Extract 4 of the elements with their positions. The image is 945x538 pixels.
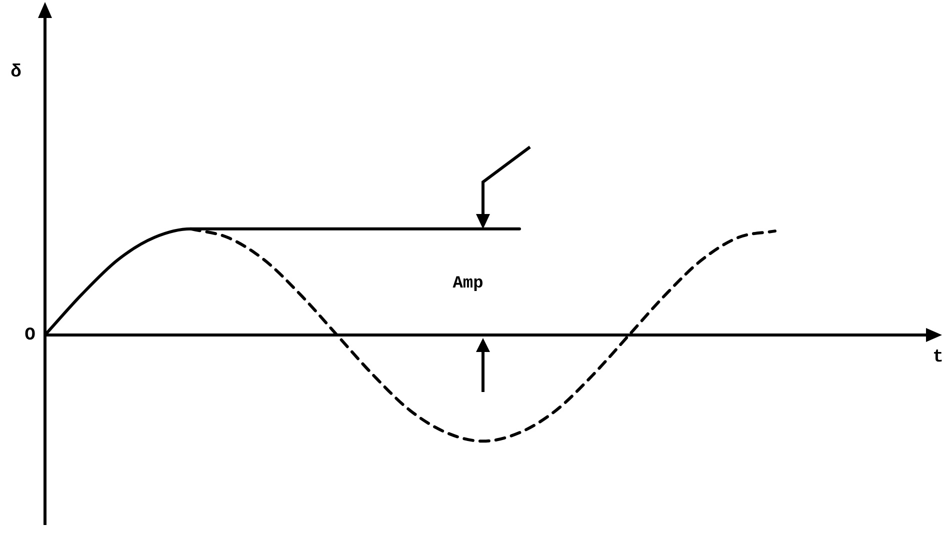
- annotation: Amp: [452, 274, 484, 294]
- text: δ: [10, 62, 22, 83]
- text: O: [24, 326, 36, 346]
- x-axis-title: t: [932, 348, 944, 368]
